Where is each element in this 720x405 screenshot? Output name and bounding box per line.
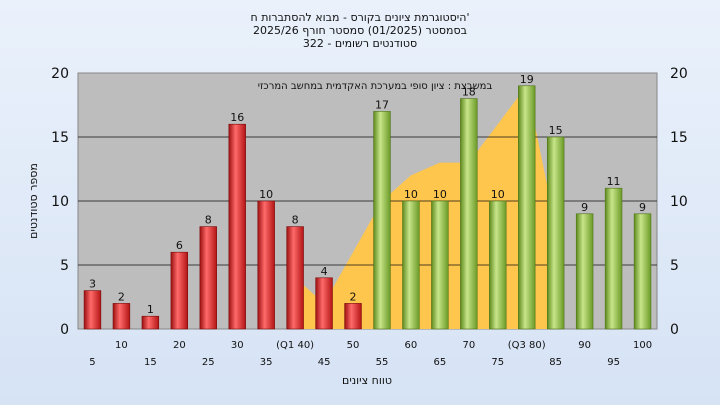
bar-value-label: 2 — [118, 290, 125, 303]
x-axis-title: טווח ציונים — [342, 374, 392, 387]
bar-value-label: 4 — [321, 265, 328, 278]
y-tick-right: 20 — [670, 66, 688, 82]
bar-value-label: 19 — [520, 73, 534, 86]
y-tick-right: 15 — [670, 130, 688, 146]
bar-100 — [634, 214, 651, 329]
bar-value-label: 9 — [639, 201, 646, 214]
bar-value-label: 16 — [230, 111, 244, 124]
bar-45 — [316, 278, 333, 329]
bar-value-label: 1 — [147, 303, 154, 316]
x-tick-label: 25 — [202, 357, 215, 368]
x-tick-label: (Q3 80) — [508, 340, 546, 351]
y-tick-right: 0 — [670, 322, 679, 338]
y-tick-left: 5 — [60, 258, 69, 274]
y-tick-left: 10 — [51, 194, 69, 210]
x-tick-label: 20 — [173, 340, 186, 351]
bar-5 — [84, 291, 101, 329]
x-tick-label: 90 — [578, 340, 591, 351]
chart-title-line-2: בסמסטר (01/2025) סמסטר חורף 2025/26 — [253, 24, 467, 37]
bar-value-label: 10 — [259, 188, 273, 201]
x-tick-label: 10 — [115, 340, 128, 351]
bar-value-label: 10 — [491, 188, 505, 201]
x-tick-label: 50 — [347, 340, 360, 351]
bar-20 — [171, 252, 188, 329]
y-tick-left: 0 — [60, 322, 69, 338]
bar-value-label: 10 — [433, 188, 447, 201]
bar-50 — [345, 303, 362, 329]
x-axis-ticks: 5 10 15 20 25 30 35(Q1 40) 45 50 55 60 65 70 75 (Q3 80… — [89, 340, 652, 368]
x-tick-label: 5 — [89, 357, 95, 368]
y-tick-left: 20 — [51, 66, 69, 82]
y-tick-right: 10 — [670, 194, 688, 210]
bar-55 — [374, 111, 391, 329]
bar-value-label: 11 — [607, 175, 621, 188]
bar-10 — [113, 303, 130, 329]
bar-35 — [258, 201, 275, 329]
bar-value-label: 15 — [549, 124, 563, 137]
bar-value-label: 9 — [581, 201, 588, 214]
bar-value-label: 6 — [176, 239, 183, 252]
chart-title-line-1: היסטוגרמת ציונים בקורס - מבוא להסתברות ח… — [251, 11, 470, 24]
bar-85 — [547, 137, 564, 329]
bar-25 — [200, 227, 217, 329]
bar-value-label: 17 — [375, 98, 389, 111]
x-tick-label: 60 — [405, 340, 418, 351]
x-tick-label: 55 — [376, 357, 389, 368]
chart-annotation: במשבצת : ציון סופי במערכת האקדמית במחשב … — [258, 81, 493, 92]
chart-title-line-3: סטודנטים רשומים - 322 — [303, 37, 417, 50]
bar-value-label: 8 — [292, 214, 299, 227]
bar-65 — [431, 201, 448, 329]
bar-90 — [576, 214, 593, 329]
bar-value-label: 2 — [350, 290, 357, 303]
x-tick-label: 85 — [549, 357, 562, 368]
y-tick-right: 5 — [670, 258, 679, 274]
bar-70 — [460, 99, 477, 329]
bar-75 — [489, 201, 506, 329]
x-tick-label: 30 — [231, 340, 244, 351]
x-tick-label: 95 — [607, 357, 620, 368]
y-axis-title: מספר סטודנטים — [27, 163, 40, 239]
bar-30 — [229, 124, 246, 329]
bar-(Q3 80) — [518, 86, 535, 329]
bar-60 — [403, 201, 420, 329]
bar-(Q1 40) — [287, 227, 304, 329]
bar-15 — [142, 316, 159, 329]
x-tick-label: 75 — [491, 357, 504, 368]
bar-95 — [605, 188, 622, 329]
x-tick-label: 100 — [633, 340, 652, 351]
x-tick-label: 65 — [434, 357, 447, 368]
x-tick-label: 70 — [462, 340, 475, 351]
x-tick-label: (Q1 40) — [276, 340, 314, 351]
x-tick-label: 35 — [260, 357, 273, 368]
bar-value-label: 10 — [404, 188, 418, 201]
bar-value-label: 3 — [89, 278, 96, 291]
x-tick-label: 45 — [318, 357, 331, 368]
y-tick-left: 15 — [51, 130, 69, 146]
x-tick-label: 15 — [144, 357, 157, 368]
bar-value-label: 8 — [205, 214, 212, 227]
